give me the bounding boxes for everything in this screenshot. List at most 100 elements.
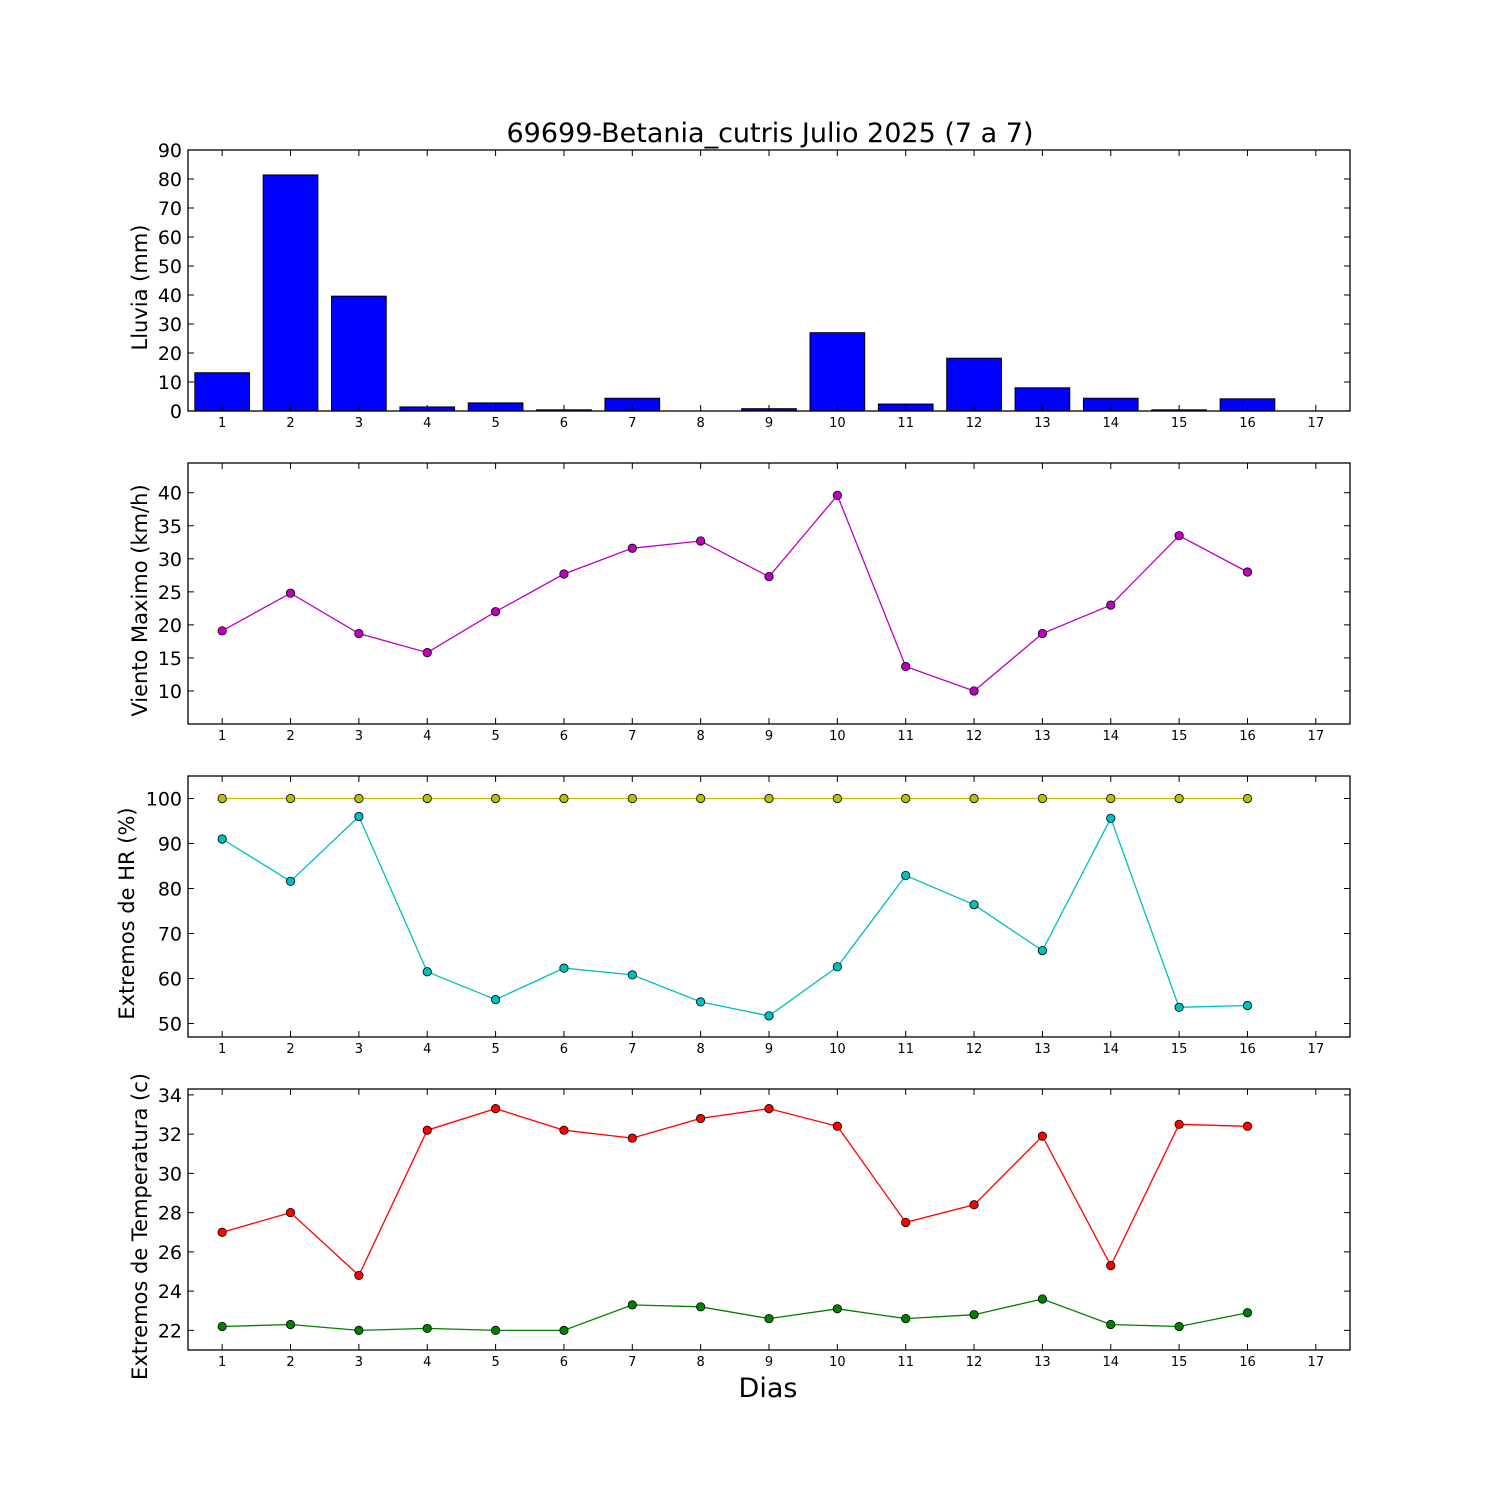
x-tick-label: 13 — [1034, 416, 1051, 431]
data-point-1-0-day-4 — [422, 648, 432, 658]
y-tick-label: 50 — [158, 256, 182, 278]
x-tick-label: 9 — [765, 729, 773, 744]
x-tick-label: 16 — [1239, 1355, 1256, 1370]
data-point-3-1-day-16 — [1242, 1308, 1253, 1318]
data-point-1-0-day-15 — [1174, 531, 1184, 541]
data-point-3-1-day-2 — [285, 1319, 296, 1330]
x-tick-label: 3 — [355, 1042, 363, 1057]
y-tick-label: 40 — [158, 285, 182, 307]
y-tick-label: 80 — [158, 169, 182, 191]
y-axis-label-4: Extremos de Temperatura (c) — [128, 1073, 152, 1380]
x-tick-label: 5 — [491, 1355, 499, 1370]
y-tick-label: 20 — [158, 343, 182, 365]
data-point-3-1-day-5 — [490, 1325, 501, 1335]
data-point-3-0-day-2 — [285, 1208, 296, 1218]
data-point-2-0-day-7 — [627, 793, 637, 804]
y-tick-label: 20 — [158, 615, 182, 637]
x-tick-label: 2 — [286, 1042, 294, 1057]
data-point-3-1-day-13 — [1037, 1294, 1048, 1304]
x-tick-label: 10 — [829, 416, 846, 431]
y-tick-label: 80 — [158, 879, 182, 901]
x-tick-label: 9 — [765, 1355, 773, 1370]
x-tick-label: 10 — [829, 1355, 846, 1370]
x-tick-label: 13 — [1034, 1042, 1051, 1057]
x-tick-label: 1 — [218, 729, 226, 744]
y-tick-label: 15 — [158, 648, 182, 670]
x-tick-label: 5 — [491, 1042, 499, 1057]
x-axis-label: Dias — [739, 1373, 798, 1404]
series-line-2-1 — [221, 815, 1248, 1017]
data-point-1-0-day-13 — [1037, 628, 1048, 639]
x-tick-label: 8 — [697, 1355, 705, 1370]
rain-bar-day-2 — [262, 174, 319, 412]
x-tick-label: 3 — [355, 729, 363, 744]
data-point-1-0-day-5 — [490, 607, 501, 617]
x-tick-label: 14 — [1102, 729, 1119, 744]
data-point-1-0-day-16 — [1242, 567, 1253, 577]
x-tick-label: 11 — [897, 1355, 914, 1370]
y-tick-label: 10 — [158, 372, 182, 394]
y-axis-label-2: Viento Maximo (km/h) — [128, 484, 152, 716]
y-tick-label: 60 — [158, 227, 182, 249]
rain-bar-day-10 — [809, 332, 866, 412]
data-point-2-0-day-9 — [764, 793, 774, 804]
x-tick-label: 7 — [628, 729, 636, 744]
x-tick-label: 5 — [491, 416, 499, 431]
data-point-2-1-day-7 — [627, 970, 637, 980]
data-point-3-1-day-9 — [764, 1314, 774, 1324]
data-point-2-1-day-2 — [285, 876, 296, 886]
y-tick-label: 70 — [158, 198, 182, 220]
x-tick-label: 5 — [491, 729, 499, 744]
data-point-2-1-day-4 — [422, 967, 432, 977]
data-point-3-1-day-4 — [422, 1323, 432, 1334]
data-point-2-0-day-13 — [1037, 793, 1048, 804]
series-line-1-0 — [221, 494, 1248, 692]
x-tick-label: 14 — [1102, 1042, 1119, 1057]
data-point-1-0-day-8 — [696, 536, 706, 546]
data-point-3-0-day-11 — [901, 1217, 911, 1228]
data-point-2-1-day-3 — [354, 811, 364, 822]
y-tick-label: 35 — [158, 516, 182, 538]
data-point-1-0-day-11 — [901, 661, 911, 672]
y-tick-label: 100 — [146, 789, 182, 811]
data-point-2-1-day-10 — [832, 962, 842, 972]
y-tick-label: 26 — [158, 1242, 182, 1264]
rain-bar-day-3 — [331, 295, 387, 412]
data-point-3-0-day-1 — [217, 1227, 227, 1237]
y-tick-label: 28 — [158, 1203, 182, 1225]
y-tick-label: 22 — [158, 1320, 182, 1342]
series-line-3-0 — [222, 1107, 1248, 1277]
x-tick-label: 2 — [286, 1355, 294, 1370]
data-point-3-1-day-1 — [217, 1321, 227, 1332]
y-tick-label: 30 — [158, 314, 182, 336]
x-tick-label: 15 — [1171, 416, 1188, 431]
data-point-3-0-day-5 — [490, 1104, 501, 1114]
y-tick-label: 25 — [158, 582, 182, 604]
x-tick-label: 12 — [966, 1042, 983, 1057]
data-point-2-1-day-1 — [217, 834, 227, 844]
data-point-2-1-day-11 — [901, 870, 911, 881]
data-point-1-0-day-10 — [832, 490, 842, 500]
data-point-2-0-day-1 — [217, 793, 227, 804]
x-tick-label: 3 — [355, 1355, 363, 1370]
data-point-3-1-day-7 — [627, 1300, 637, 1310]
y-tick-label: 90 — [158, 140, 182, 162]
x-tick-label: 6 — [560, 416, 568, 431]
data-point-3-0-day-12 — [969, 1200, 979, 1210]
x-tick-label: 16 — [1239, 416, 1256, 431]
x-tick-label: 8 — [697, 1042, 705, 1057]
data-point-1-0-day-14 — [1106, 600, 1116, 610]
data-point-2-1-day-8 — [696, 997, 706, 1007]
y-tick-label: 90 — [158, 834, 182, 856]
data-point-3-1-day-3 — [354, 1325, 364, 1335]
y-tick-label: 50 — [158, 1014, 182, 1036]
y-tick-label: 70 — [158, 924, 182, 946]
chart-title: 69699-Betania_cutris Julio 2025 (7 a 7) — [506, 118, 1033, 149]
data-point-3-0-day-3 — [354, 1270, 364, 1281]
x-tick-label: 1 — [218, 416, 226, 431]
y-tick-label: 10 — [158, 681, 182, 703]
data-point-3-0-day-13 — [1037, 1131, 1048, 1141]
data-point-2-1-day-12 — [969, 900, 979, 910]
y-tick-label: 32 — [158, 1124, 182, 1146]
x-tick-label: 6 — [560, 1042, 568, 1057]
